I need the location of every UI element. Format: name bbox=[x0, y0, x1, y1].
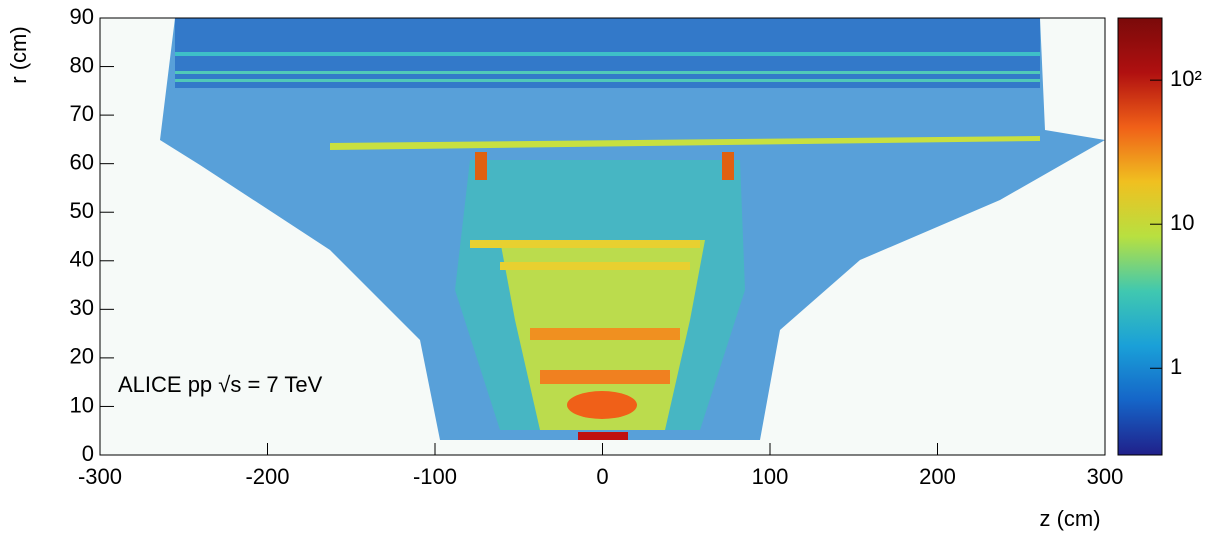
colorbar-tick-label: 10 bbox=[1170, 210, 1194, 235]
y-tick-label: 60 bbox=[70, 149, 94, 174]
density-spot bbox=[722, 152, 734, 180]
annotation: ALICE pp √s = 7 TeV bbox=[118, 372, 323, 397]
x-tick-label: 200 bbox=[919, 464, 956, 489]
density-line bbox=[540, 370, 670, 384]
density-core bbox=[567, 391, 637, 419]
density-line bbox=[500, 262, 690, 270]
x-tick-label: -200 bbox=[245, 464, 289, 489]
y-tick-label: 90 bbox=[70, 4, 94, 29]
density-line bbox=[470, 240, 700, 248]
y-tick-label: 70 bbox=[70, 101, 94, 126]
x-axis-label: z (cm) bbox=[1039, 506, 1100, 531]
colorbar-tick-label: 1 bbox=[1170, 354, 1182, 379]
density-core bbox=[578, 432, 628, 440]
density-spot bbox=[475, 152, 487, 180]
y-tick-label: 40 bbox=[70, 247, 94, 272]
y-tick-label: 80 bbox=[70, 52, 94, 77]
density-line bbox=[530, 328, 680, 340]
y-tick-label: 20 bbox=[70, 344, 94, 369]
x-tick-label: 0 bbox=[596, 464, 608, 489]
density-line bbox=[175, 79, 1040, 82]
x-tick-label: -300 bbox=[78, 464, 122, 489]
colorbar bbox=[1117, 17, 1163, 456]
x-tick-label: -100 bbox=[413, 464, 457, 489]
x-tick-label: 100 bbox=[752, 464, 789, 489]
y-tick-label: 10 bbox=[70, 392, 94, 417]
y-tick-label: 0 bbox=[82, 441, 94, 466]
y-axis-label: r (cm) bbox=[6, 26, 31, 83]
density-line bbox=[330, 136, 1040, 150]
density-line bbox=[175, 52, 1040, 56]
density-map bbox=[160, 18, 1105, 440]
y-tick-label: 30 bbox=[70, 295, 94, 320]
density-line bbox=[175, 71, 1040, 74]
y-tick-label: 50 bbox=[70, 198, 94, 223]
colorbar-tick-label: 10² bbox=[1170, 66, 1202, 91]
x-tick-label: 300 bbox=[1087, 464, 1124, 489]
